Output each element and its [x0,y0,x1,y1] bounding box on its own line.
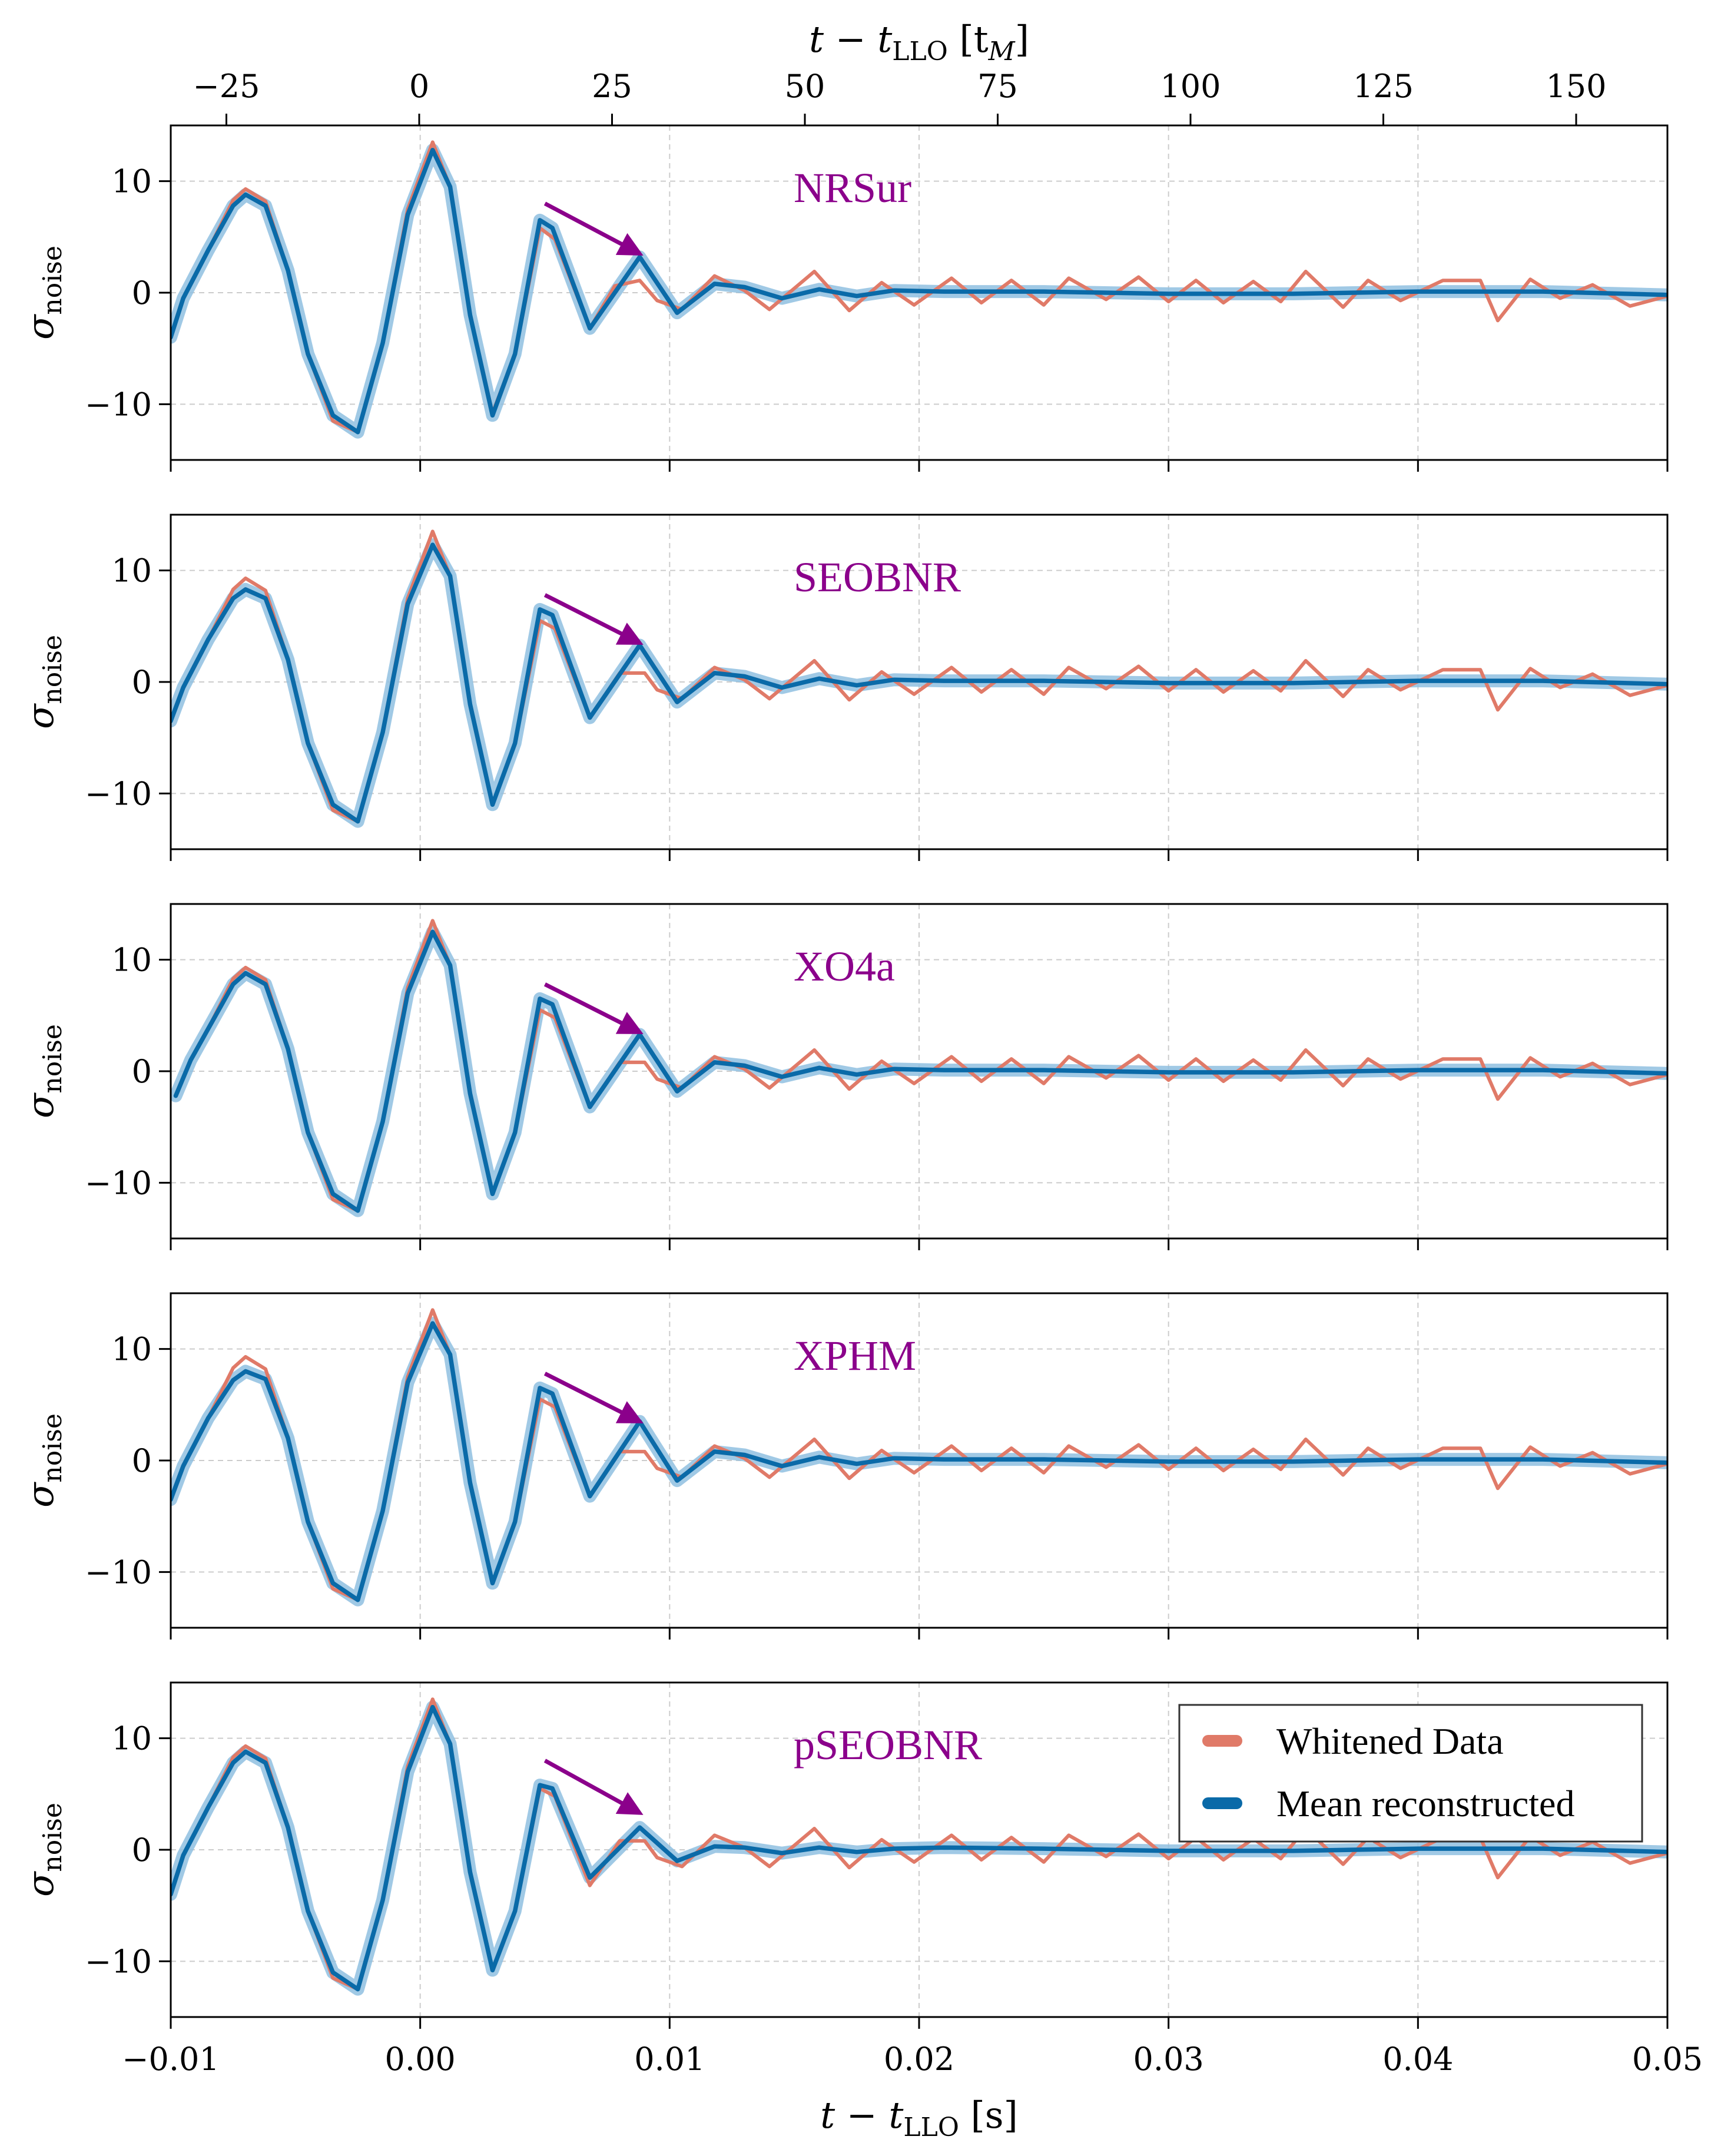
top-x-axis: −25 0 25 50 75 100 125 150 t − tLLO [tM] [193,18,1607,125]
annotation-arrow [543,1372,644,1423]
y-axis-subscript: noise [38,1024,68,1094]
annotation-arrow [543,201,644,256]
top-x-tick-label: 25 [592,68,632,105]
y-axis-symbol: σ [19,1871,62,1897]
y-axis-symbol: σ [19,314,62,340]
bottom-x-axis: −0.01 0.00 0.01 0.02 0.03 0.04 0.05 t − tLLO [s… [122,2041,1703,2142]
top-axis-unit-subscript: M [988,37,1016,67]
y-tick-label: 10 [111,1331,152,1368]
y-tick-label: 0 [132,1442,152,1479]
y-tick-label: −10 [85,775,152,812]
top-axis-unit-open: [t [948,18,989,61]
x-tick-label: 0.00 [385,2041,456,2078]
top-x-tick-label: −25 [193,68,260,105]
top-axis-subscript: LLO [892,37,948,67]
annotation-arrow [543,1758,644,1815]
y-axis-title: σnoise [19,1803,68,1897]
y-tick-label: 0 [132,1832,152,1869]
x-axis-symbol: t − t [820,2094,903,2137]
top-x-tick-label: 125 [1353,68,1414,105]
y-tick-label: 0 [132,664,152,701]
top-x-tick-label: 50 [785,68,825,105]
y-tick-label: 10 [111,552,152,589]
top-x-tick-label: 0 [409,68,429,105]
x-tick-label: 0.04 [1382,2041,1453,2078]
y-tick-label: 10 [111,942,152,979]
top-x-tick-label: 100 [1160,68,1221,105]
y-axis-title: σnoise [19,635,68,729]
top-axis-symbol: t − t [809,18,892,61]
y-tick-label: −10 [85,1554,152,1591]
legend: Whitened Data Mean reconstructed [1178,1704,1643,1843]
y-axis-subscript: noise [38,635,68,704]
panel-nrsur: NRSur −10 0 10 σnoise [19,124,1669,472]
panel-label: NRSur [794,164,911,211]
mean-reconstructed-line [171,1704,1667,1992]
plot-area [171,1308,1667,1607]
mean-reconstructed-line [173,929,1667,1213]
y-axis-title: σnoise [19,1413,68,1508]
x-tick-label: 0.03 [1133,2041,1204,2078]
y-axis-symbol: σ [19,703,62,729]
top-x-tick-label: 150 [1546,68,1606,105]
top-x-axis-title: t − tLLO [tM] [809,18,1029,67]
y-axis-subscript: noise [38,246,68,315]
mean-reconstructed-line [171,147,1667,435]
y-axis-subscript: noise [38,1803,68,1872]
x-axis-unit: [s] [959,2094,1018,2137]
panels: NRSur−10010σnoiseSEOBNR−10010σnoiseXO4a−… [19,124,1669,2029]
annotation-arrow [543,982,644,1034]
y-tick-label: 10 [111,1720,152,1757]
panel-seobnr: SEOBNR −10 0 10 σnoise [19,514,1669,861]
x-tick-label: 0.05 [1632,2041,1703,2078]
x-axis-subscript: LLO [903,2112,959,2142]
panel-xphm: XPHM −10 0 10 σnoise [19,1292,1669,1640]
legend-label-whitened-data: Whitened Data [1276,1720,1504,1762]
panel-label: pSEOBNR [794,1721,982,1768]
x-tick-label: 0.01 [634,2041,705,2078]
legend-label-mean-reconstructed: Mean reconstructed [1276,1783,1574,1824]
plot-area [171,919,1667,1217]
y-tick-label: −10 [85,386,152,423]
y-axis-symbol: σ [19,1092,62,1118]
mean-reconstructed-line [171,1321,1667,1602]
x-axis-title: t − tLLO [s] [820,2094,1018,2142]
legend-frame [1178,1704,1643,1843]
y-tick-label: 0 [132,1053,152,1090]
plot-area [171,140,1667,439]
panel-label: SEOBNR [794,554,961,601]
y-axis-title: σnoise [19,1024,68,1118]
y-tick-label: −10 [85,1164,152,1201]
y-tick-label: −10 [85,1943,152,1980]
top-x-tick-label: 75 [977,68,1018,105]
mean-reconstructed-line [171,542,1667,824]
panel-xo4a: XO4a −10 0 10 σnoise [19,903,1669,1250]
panel-label: XPHM [794,1332,916,1379]
panel-label: XO4a [794,943,895,990]
annotation-arrow [543,593,644,645]
y-tick-label: 0 [132,274,152,312]
y-axis-subscript: noise [38,1413,68,1483]
x-tick-label: 0.02 [884,2041,954,2078]
y-axis-title: σnoise [19,246,68,340]
y-tick-label: 10 [111,163,152,200]
plot-area [171,529,1667,828]
top-axis-unit-close: ] [1015,18,1029,61]
x-tick-label: −0.01 [122,2041,219,2078]
y-axis-symbol: σ [19,1482,62,1508]
